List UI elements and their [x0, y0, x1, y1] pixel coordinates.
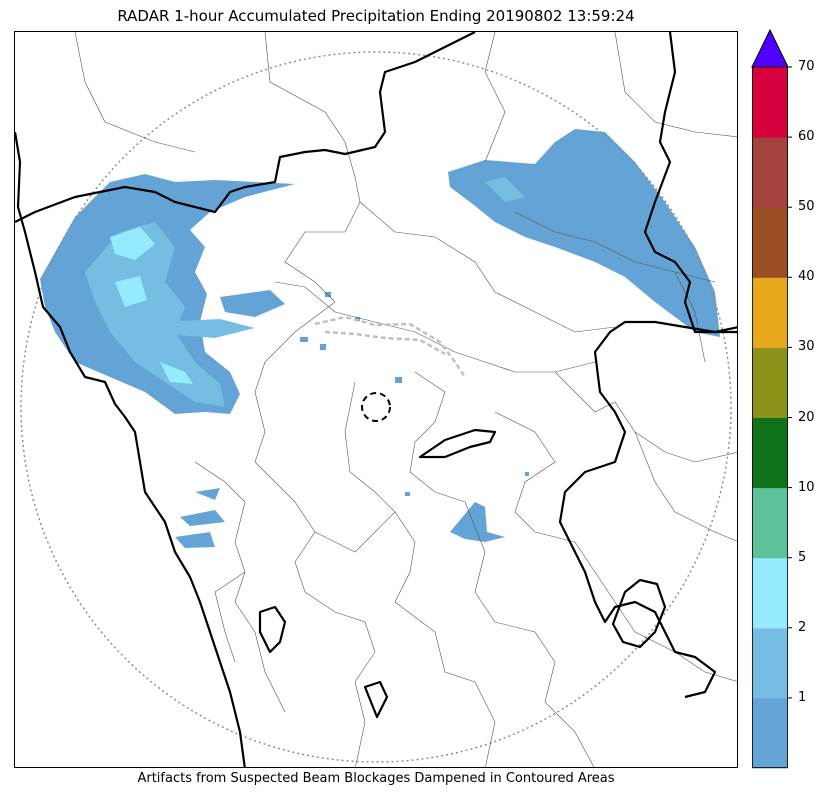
colorbar-segment — [752, 627, 788, 699]
radar-site-marker — [361, 392, 391, 422]
state-border-southeast — [558, 320, 737, 699]
colorbar-segment — [752, 67, 788, 138]
enclave-border-central — [418, 428, 497, 459]
footer-note: Artifacts from Suspected Beam Blockages … — [137, 771, 615, 786]
enclave-border-east — [611, 578, 667, 649]
precip-band-south-3 — [175, 532, 215, 548]
district-borders — [74, 32, 737, 767]
precip-band-south-2 — [180, 510, 225, 526]
colorbar-tick-label: 50 — [798, 199, 815, 215]
precipitation-layer — [40, 129, 720, 548]
state-borders — [15, 32, 737, 767]
state-border-north — [15, 32, 476, 223]
beam-blockage-contours — [314, 315, 467, 378]
precip-band-mid-2 — [160, 319, 255, 338]
precip-speckles — [300, 292, 529, 496]
colorbar-segment — [752, 137, 788, 208]
colorbar-segment — [752, 557, 788, 629]
radar-map-canvas — [15, 32, 737, 767]
colorbar-tick-label: 20 — [798, 409, 815, 425]
radar-map[interactable] — [14, 31, 738, 768]
colorbar-segment — [752, 487, 788, 559]
precip-core-1 — [110, 227, 155, 260]
map-title: RADAR 1-hour Accumulated Precipitation E… — [117, 7, 635, 25]
precip-area-northeast-light — [485, 177, 525, 202]
colorbar — [751, 28, 792, 769]
precip-area-west-light — [85, 222, 225, 407]
colorbar-tick-label: 1 — [798, 689, 807, 705]
colorbar-segment — [752, 697, 788, 769]
colorbar-segment — [752, 417, 788, 489]
colorbar-segment — [752, 277, 788, 348]
colorbar-tick-label: 2 — [798, 619, 807, 635]
colorbar-frame — [752, 66, 788, 768]
colorbar-tick-label: 70 — [798, 59, 815, 74]
radar-range-ring — [20, 51, 732, 763]
precip-band-mid — [220, 290, 285, 317]
colorbar-tick-label: 30 — [798, 339, 815, 355]
colorbar-tick-label: 10 — [798, 479, 815, 495]
colorbar-tick-label: 5 — [798, 549, 807, 565]
colorbar-segment — [752, 347, 788, 418]
precip-area-northeast — [448, 129, 720, 337]
precip-cell-central — [450, 502, 505, 542]
precip-band-south-1 — [195, 488, 220, 500]
precip-core-2 — [115, 276, 147, 307]
state-border-east — [643, 32, 737, 334]
colorbar-tick-label: 60 — [798, 129, 815, 145]
colorbar-tick-label: 40 — [798, 269, 815, 285]
coastline — [15, 131, 246, 767]
enclave-border-south-2 — [363, 680, 389, 719]
colorbar-segment — [752, 207, 788, 278]
colorbar-extend-triangle — [751, 28, 789, 68]
enclave-border-south-1 — [258, 605, 287, 654]
precip-core-3 — [160, 362, 193, 384]
